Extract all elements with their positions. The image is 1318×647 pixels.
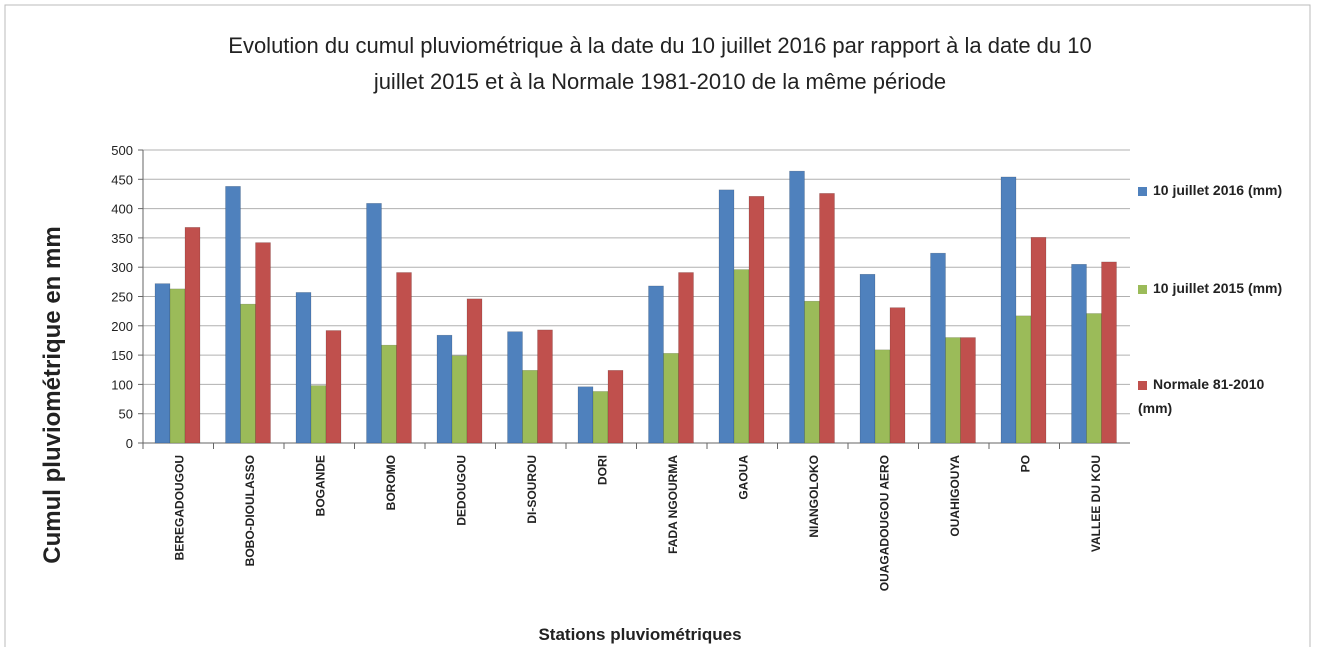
bar xyxy=(930,252,946,444)
x-tick-label: BEREGADOUGOU xyxy=(172,455,186,560)
legend-entry: 10 juillet 2015 (mm) xyxy=(1138,276,1308,300)
bar xyxy=(381,344,397,444)
bar xyxy=(648,285,664,444)
y-tick-label: 150 xyxy=(111,348,133,363)
bar xyxy=(1030,237,1047,444)
bar xyxy=(522,370,538,444)
y-tick-label: 350 xyxy=(111,231,133,246)
bar xyxy=(154,283,171,444)
bar xyxy=(169,288,186,444)
chart-frame xyxy=(4,4,1311,647)
legend-swatch xyxy=(1138,380,1147,390)
x-tick-label: NIANGOLOKO xyxy=(807,455,821,538)
x-tick-label: GAOUA xyxy=(736,455,750,500)
bar xyxy=(804,300,820,444)
y-tick-label: 100 xyxy=(111,377,133,392)
y-tick-label: 200 xyxy=(111,319,133,334)
bar xyxy=(819,193,835,444)
x-tick-label: BOBO-DIOULASSO xyxy=(243,455,257,566)
legend-entry: 10 juillet 2016 (mm) xyxy=(1138,178,1308,202)
bar xyxy=(733,269,750,444)
bar xyxy=(607,370,624,444)
bar xyxy=(1086,313,1102,444)
bar xyxy=(718,189,735,444)
x-tick-label: FADA NGOURMA xyxy=(666,455,680,554)
x-tick-label: OUAGADOUGOU AERO xyxy=(877,455,891,591)
bar xyxy=(310,385,327,444)
bar xyxy=(945,337,961,444)
x-tick-label: DEDOUGOU xyxy=(454,455,468,526)
bar xyxy=(874,349,891,444)
bar xyxy=(295,292,312,444)
bar xyxy=(396,272,412,444)
legend-entry: Normale 81-2010 (mm) xyxy=(1138,372,1268,420)
legend-label: 10 juillet 2016 (mm) xyxy=(1153,182,1283,198)
bar xyxy=(889,307,906,444)
x-tick-label: DORI xyxy=(595,455,609,485)
y-tick-label: 300 xyxy=(111,260,133,275)
x-axis-label: Stations pluviométriques xyxy=(538,625,741,644)
chart-title: Evolution du cumul pluviométrique à la d… xyxy=(228,33,1092,94)
bar xyxy=(537,329,553,444)
y-tick-label: 500 xyxy=(111,143,133,158)
bar xyxy=(1000,176,1017,444)
bar xyxy=(577,386,594,444)
bar xyxy=(960,337,976,444)
bar xyxy=(184,227,201,444)
y-tick-label: 0 xyxy=(126,436,133,451)
bar xyxy=(255,242,271,444)
x-tick-label: PO xyxy=(1018,455,1032,472)
bar xyxy=(451,355,468,444)
x-tick-label: VALLEE DU KOU xyxy=(1089,455,1103,552)
bar xyxy=(507,331,523,444)
bar xyxy=(678,272,694,444)
bar xyxy=(1071,264,1087,444)
bar xyxy=(225,186,241,444)
y-tick-label: 400 xyxy=(111,202,133,217)
legend-swatch xyxy=(1138,186,1147,196)
bar xyxy=(366,203,382,444)
bar xyxy=(325,330,342,444)
y-tick-label: 450 xyxy=(111,172,133,187)
x-tick-label: BOGANDE xyxy=(313,455,327,516)
bar xyxy=(789,170,805,444)
bar xyxy=(466,298,483,444)
bar xyxy=(592,391,609,444)
bar xyxy=(748,196,765,444)
y-axis-label: Cumul pluviométrique en mm xyxy=(39,226,66,563)
bar xyxy=(1015,315,1032,444)
x-tick-label: BOROMO xyxy=(384,455,398,510)
bar xyxy=(663,353,679,444)
bar xyxy=(1101,261,1117,444)
bar xyxy=(436,334,453,444)
legend-swatch xyxy=(1138,284,1147,294)
x-tick-label: DI-SOUROU xyxy=(525,455,539,524)
x-tick-label: OUAHIGOUYA xyxy=(948,455,962,537)
legend-label: Normale 81-2010 (mm) xyxy=(1138,376,1265,416)
y-tick-label: 50 xyxy=(119,407,133,422)
y-tick-label: 250 xyxy=(111,290,133,305)
bar xyxy=(240,303,256,444)
bar xyxy=(859,273,876,444)
legend-label: 10 juillet 2015 (mm) xyxy=(1153,280,1283,296)
